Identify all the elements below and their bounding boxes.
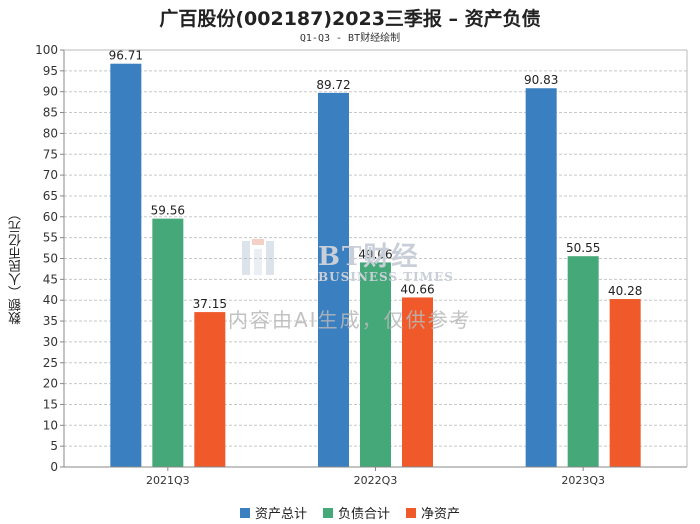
y-tick-label: 0 (50, 460, 58, 474)
legend-item: 资产总计 (239, 503, 307, 522)
y-tick-label: 50 (43, 252, 58, 266)
data-label: 96.71 (109, 49, 143, 63)
y-tick-label: 55 (43, 231, 58, 245)
legend-swatch (406, 507, 416, 518)
bar (152, 218, 184, 467)
bar (360, 262, 391, 467)
data-label: 37.15 (193, 297, 227, 311)
y-tick-label: 35 (43, 314, 58, 328)
legend-swatch (239, 507, 250, 518)
legend-label: 净资产 (421, 507, 461, 522)
x-tick-label: 2021Q3 (146, 474, 190, 487)
y-tick-label: 90 (43, 85, 58, 99)
legend-swatch (322, 507, 333, 518)
y-tick-label: 60 (43, 210, 58, 224)
legend-item: 负债合计 (322, 503, 390, 522)
data-label: 40.66 (400, 282, 434, 296)
watermark-brand-sub: BUSINESS TIMES (318, 270, 454, 284)
data-label: 89.72 (316, 78, 350, 92)
bar (318, 92, 349, 467)
x-tick-label: 2023Q3 (561, 474, 605, 487)
legend-label: 负债合计 (337, 507, 390, 522)
bar (194, 312, 226, 467)
y-tick-label: 95 (43, 64, 58, 78)
y-tick-label: 15 (43, 397, 58, 411)
bar (110, 63, 142, 467)
bt-logo-watermark (242, 239, 274, 275)
bar (525, 88, 557, 468)
y-tick-label: 20 (43, 377, 58, 391)
y-tick-label: 45 (43, 272, 58, 286)
watermark-brand: BT财经 (318, 242, 420, 272)
bar (402, 297, 433, 467)
data-label: 90.83 (524, 73, 558, 87)
chart-title: 广百股份(002187)2023三季报 – 资产负债 (159, 8, 541, 30)
data-label: 40.28 (608, 284, 642, 298)
x-tick-label: 2022Q3 (354, 474, 398, 487)
data-label: 59.56 (151, 204, 185, 218)
watermark-note: 内容由AI生成，仅供参考 (228, 308, 472, 332)
y-tick-label: 75 (43, 147, 58, 161)
data-label: 49.06 (358, 247, 392, 261)
legend-item: 净资产 (406, 503, 460, 522)
y-tick-label: 80 (43, 126, 58, 140)
y-tick-label: 5 (50, 439, 58, 453)
chart-subtitle: Q1-Q3 - BT财经绘制 (299, 33, 401, 44)
y-tick-label: 25 (43, 356, 58, 370)
y-tick-label: 65 (43, 189, 58, 203)
legend-label: 资产总计 (254, 507, 307, 522)
chart-legend: 资产总计 负债合计 净资产 (0, 503, 700, 522)
y-tick-label: 10 (43, 418, 58, 432)
data-label: 50.55 (566, 241, 600, 255)
bar (567, 256, 599, 467)
y-tick-label: 100 (35, 43, 58, 57)
y-tick-label: 30 (43, 335, 58, 349)
y-tick-label: 85 (43, 106, 58, 120)
y-tick-label: 70 (43, 168, 58, 182)
bar (609, 299, 641, 467)
y-tick-label: 40 (43, 293, 58, 307)
